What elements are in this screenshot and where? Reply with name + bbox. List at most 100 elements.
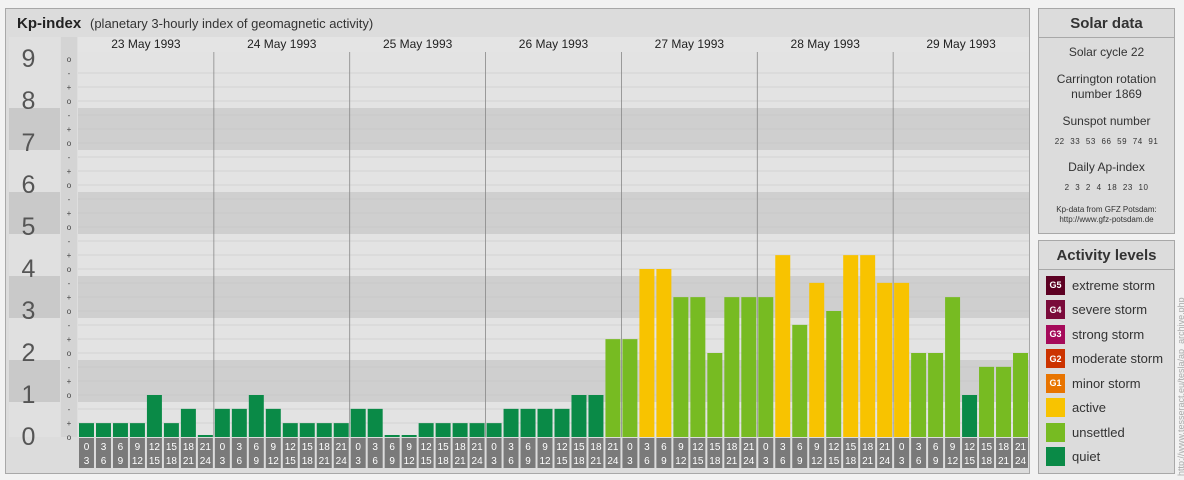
x-label-end: 15 — [964, 456, 976, 467]
carrington-line1: Carrington rotation — [1056, 72, 1157, 86]
x-label-start: 18 — [455, 442, 467, 453]
legend-label: extreme storm — [1072, 277, 1156, 293]
x-label-box — [843, 438, 859, 468]
credit-line1: Kp-data from GFZ Potsdam: — [1056, 205, 1157, 214]
x-label-box — [860, 438, 876, 468]
y-tick-label: 1 — [22, 381, 36, 409]
x-label-start: 6 — [525, 442, 531, 453]
kp-bar — [333, 423, 349, 437]
kp-bar — [962, 395, 978, 437]
y-tick-label: 7 — [22, 129, 36, 157]
y-label-band — [9, 318, 60, 360]
kp-bar — [231, 408, 247, 437]
kp-bar — [656, 269, 672, 437]
x-label-end: 24 — [200, 456, 212, 467]
x-label-box — [690, 438, 706, 468]
x-label-end: 21 — [455, 456, 467, 467]
x-label-start: 0 — [84, 442, 90, 453]
x-label-start: 15 — [438, 442, 450, 453]
y-label-band — [9, 360, 60, 402]
x-label-box — [180, 438, 196, 468]
day-label: 26 May 1993 — [519, 37, 589, 51]
x-label-start: 6 — [118, 442, 124, 453]
x-label-start: 6 — [797, 442, 803, 453]
kp-bar — [129, 423, 145, 437]
x-label-start: 6 — [661, 442, 667, 453]
x-label-end: 12 — [811, 456, 823, 467]
ap-label: Daily Ap-index — [1068, 160, 1145, 174]
x-label-end: 18 — [981, 456, 993, 467]
kp-bar — [197, 435, 213, 437]
day-separators — [213, 37, 894, 437]
kp-bar — [214, 408, 230, 437]
x-label-end: 12 — [539, 456, 551, 467]
x-label-box — [248, 438, 264, 468]
x-label-box — [112, 438, 128, 468]
credit-line2: http://www.gfz-potsdam.de — [1059, 215, 1154, 224]
x-label-end: 9 — [661, 456, 667, 467]
x-label-end: 3 — [220, 456, 226, 467]
x-label-start: 6 — [933, 442, 939, 453]
legend-item: G3 strong storm — [1046, 324, 1144, 344]
x-label-start: 15 — [981, 442, 993, 453]
y-minor-tick-label: + — [67, 377, 72, 386]
x-label-box — [996, 438, 1012, 468]
x-label-box — [503, 438, 519, 468]
x-label-start: 15 — [573, 442, 585, 453]
x-label-end: 21 — [862, 456, 874, 467]
x-label-end: 24 — [472, 456, 484, 467]
x-label-box — [486, 438, 502, 468]
x-label-box — [673, 438, 689, 468]
x-label-box — [163, 438, 179, 468]
kp-bar — [95, 423, 111, 437]
x-label-end: 18 — [709, 456, 721, 467]
x-label-start: 12 — [828, 442, 840, 453]
x-label-end: 21 — [998, 456, 1010, 467]
y-minor-tick-label: + — [67, 209, 72, 218]
y-label-band — [9, 402, 60, 437]
x-label-start: 3 — [372, 442, 378, 453]
kp-bar — [401, 435, 417, 437]
day-label: 23 May 1993 — [111, 37, 181, 51]
kp-bar — [248, 395, 264, 437]
x-label-start: 12 — [149, 442, 161, 453]
x-label-start: 9 — [542, 442, 548, 453]
x-label-end: 12 — [675, 456, 687, 467]
legend-swatch: G3 — [1046, 324, 1065, 344]
y-tick-label: 3 — [22, 297, 36, 325]
y-minor-tick-label: o — [67, 391, 72, 400]
x-label-box — [741, 438, 757, 468]
y-minor-tick-label: - — [68, 363, 71, 372]
kp-bar — [384, 435, 400, 437]
x-label-start: 0 — [491, 442, 497, 453]
kp-bar — [554, 408, 570, 437]
x-label-box — [469, 438, 485, 468]
kp-bar — [418, 423, 434, 437]
x-label-start: 0 — [220, 442, 226, 453]
x-label-start: 9 — [135, 442, 141, 453]
x-label-box — [95, 438, 111, 468]
x-label-start: 12 — [285, 442, 297, 453]
kp-bar — [877, 282, 893, 437]
y-label-band — [9, 276, 60, 318]
x-label-box — [826, 438, 842, 468]
x-label-start: 9 — [814, 442, 820, 453]
x-label-box — [639, 438, 655, 468]
x-label-box — [928, 438, 944, 468]
legend-item: G4 severe storm — [1046, 300, 1147, 320]
solar-data-title: Solar data — [1039, 9, 1174, 38]
x-label-start: 18 — [590, 442, 602, 453]
kp-bar — [690, 297, 706, 437]
ap-values: 2 3 2 4 18 23 10 — [1064, 183, 1149, 192]
y-minor-tick-label: o — [67, 349, 72, 358]
x-label-end: 6 — [780, 456, 786, 467]
x-label-box — [350, 438, 366, 468]
x-label-start: 3 — [101, 442, 107, 453]
x-label-box — [214, 438, 230, 468]
x-label-start: 6 — [389, 442, 395, 453]
activity-levels-title: Activity levels — [1039, 241, 1174, 270]
x-label-box — [809, 438, 825, 468]
x-label-end: 15 — [285, 456, 297, 467]
y-minor-tick-label: o — [67, 433, 72, 442]
kp-bar — [758, 297, 774, 437]
